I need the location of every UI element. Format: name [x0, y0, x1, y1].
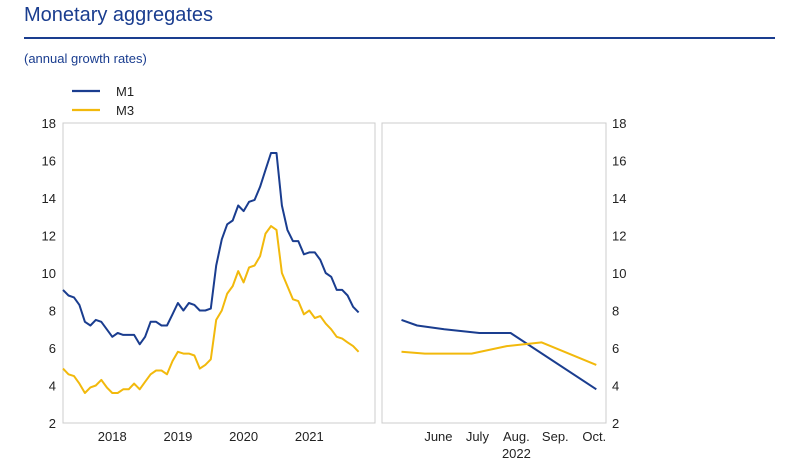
x-tick-right: Oct. — [582, 429, 606, 444]
right-panel-frame — [381, 122, 607, 424]
y-tick-right: 18 — [612, 116, 626, 131]
x-tick-left: 2020 — [229, 429, 258, 444]
legend-m3-label: M3 — [116, 103, 134, 118]
series-line-m1-left — [62, 152, 360, 346]
legend: M1 M3 — [72, 84, 134, 118]
y-tick-left: 10 — [42, 266, 56, 281]
page-title: Monetary aggregates — [24, 4, 214, 26]
y-tick-left: 12 — [42, 229, 56, 244]
y-tick-right: 14 — [612, 191, 626, 206]
series-line-m3-left — [62, 225, 360, 394]
y-tick-right: 16 — [612, 154, 626, 169]
chart-subtitle: (annual growth rates) — [24, 51, 147, 66]
legend-m1-label: M1 — [116, 84, 134, 99]
x-tick-right: Aug. — [503, 429, 530, 444]
y-tick-left: 14 — [42, 191, 56, 206]
x-year-label: 2022 — [502, 446, 531, 461]
y-tick-left: 18 — [42, 116, 56, 131]
y-tick-left: 16 — [42, 154, 56, 169]
y-tick-right: 4 — [612, 379, 619, 394]
y-tick-right: 10 — [612, 266, 626, 281]
x-tick-right: Sep. — [542, 429, 569, 444]
series-line-m1-right — [401, 318, 597, 391]
x-tick-left: 2019 — [163, 429, 192, 444]
x-tick-left: 2018 — [98, 429, 127, 444]
y-tick-right: 2 — [612, 416, 619, 431]
x-tick-right: July — [466, 429, 490, 444]
left-panel-frame — [62, 122, 376, 424]
x-tick-right: June — [424, 429, 452, 444]
y-tick-right: 8 — [612, 304, 619, 319]
y-tick-left: 2 — [49, 416, 56, 431]
y-tick-right: 6 — [612, 341, 619, 356]
y-tick-right: 12 — [612, 229, 626, 244]
y-tick-left: 8 — [49, 304, 56, 319]
x-tick-left: 2021 — [295, 429, 324, 444]
y-tick-left: 6 — [49, 341, 56, 356]
title-divider — [24, 37, 775, 39]
series-line-m3-right — [401, 341, 597, 366]
y-tick-left: 4 — [49, 379, 56, 394]
